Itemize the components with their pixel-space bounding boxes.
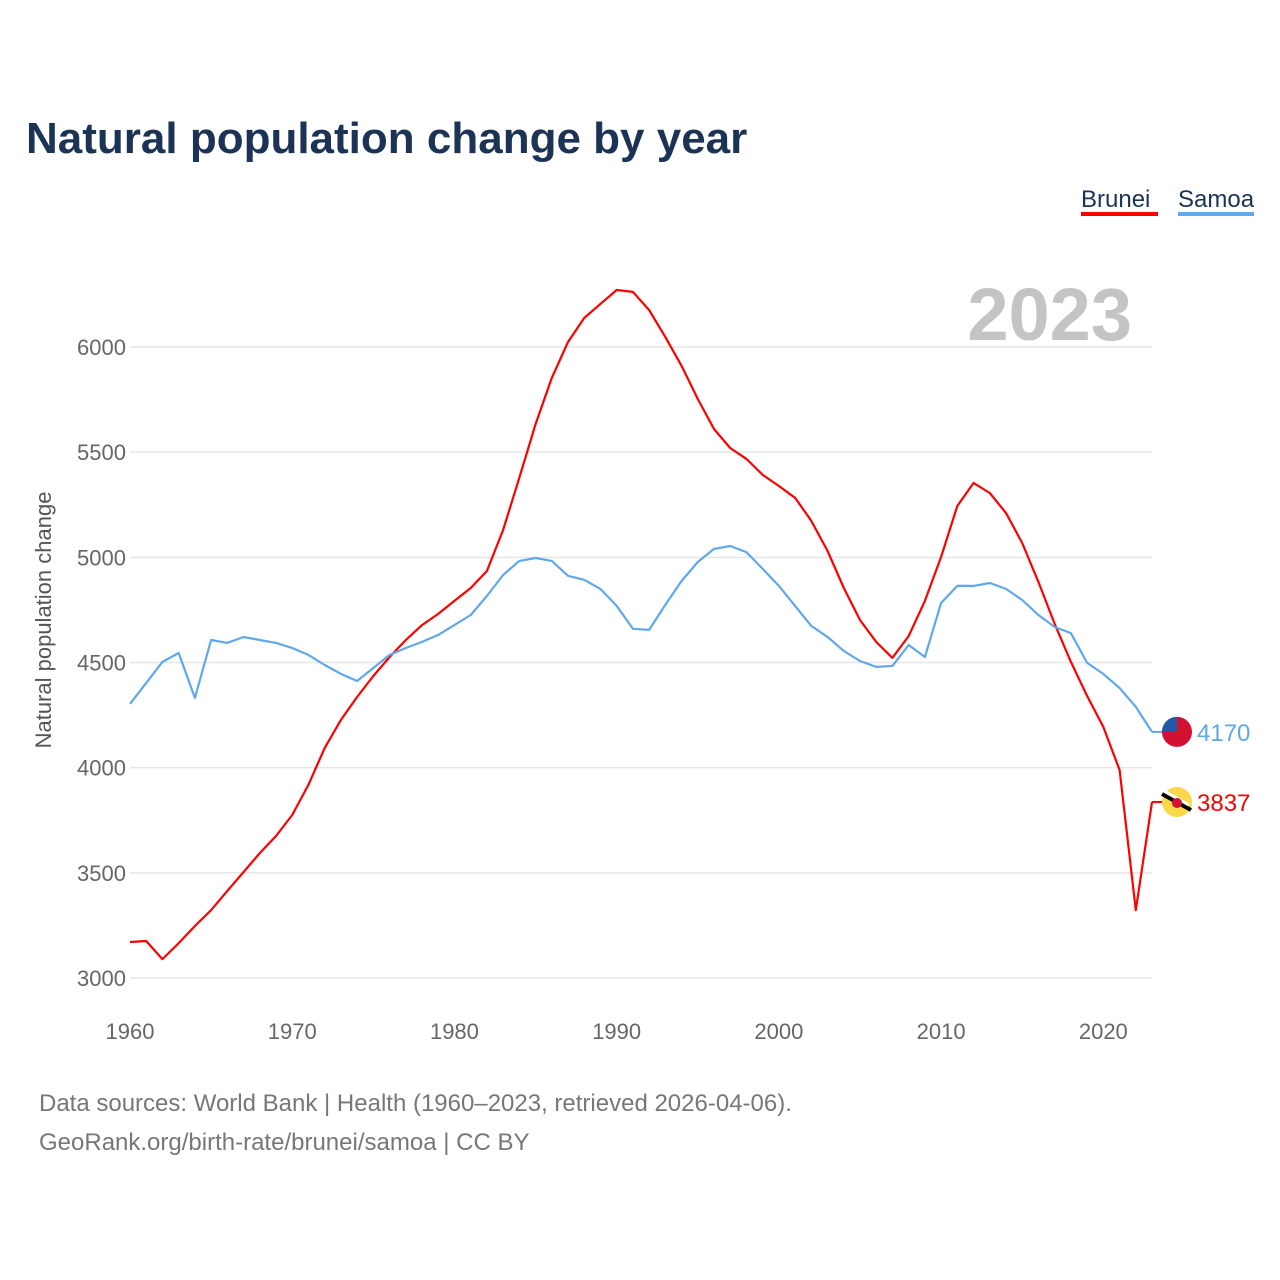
gridlines [130, 346, 1152, 979]
samoa-flag-icon [1162, 716, 1192, 747]
x-tick-label: 2010 [917, 1019, 966, 1044]
x-tick-label: 1970 [268, 1019, 317, 1044]
x-tick-label: 1960 [106, 1019, 155, 1044]
series-lines [129, 288, 1154, 961]
x-axis-ticks: 1960 1970 1980 1990 2000 2010 2020 [106, 1019, 1128, 1044]
chart-title: Natural population change by year [26, 114, 747, 163]
y-tick-label: 4000 [77, 756, 126, 781]
series-line-brunei [129, 288, 1154, 961]
y-tick-label: 4500 [77, 651, 126, 676]
x-tick-label: 2000 [754, 1019, 803, 1044]
y-tick-label: 3500 [77, 861, 126, 886]
y-tick-label: 5000 [77, 545, 126, 570]
legend-label-brunei: Brunei [1081, 186, 1150, 213]
legend-item-samoa[interactable]: Samoa [1178, 186, 1255, 216]
y-tick-label: 5500 [77, 440, 126, 465]
footer-link[interactable]: GeoRank.org/birth-rate/brunei/samoa | CC… [39, 1129, 529, 1156]
x-tick-label: 1980 [430, 1019, 479, 1044]
x-tick-label: 2020 [1079, 1019, 1128, 1044]
series-end-labels: 3837 4170 [1152, 716, 1250, 817]
legend-item-brunei[interactable]: Brunei [1081, 186, 1158, 216]
series-line-samoa [129, 544, 1153, 733]
brunei-flag-icon [1161, 786, 1192, 817]
y-tick-label: 6000 [77, 335, 126, 360]
x-tick-label: 1990 [592, 1019, 641, 1044]
end-value-samoa: 4170 [1197, 720, 1250, 747]
legend: Brunei Samoa [1081, 186, 1255, 216]
y-axis-ticks: 3000 3500 4000 4500 5000 5500 6000 [77, 335, 126, 991]
end-value-brunei: 3837 [1197, 790, 1250, 817]
legend-swatch-brunei [1081, 212, 1158, 216]
current-year-label: 2023 [967, 273, 1132, 356]
y-axis-label: Natural population change [31, 492, 56, 749]
footer-source: Data sources: World Bank | Health (1960–… [39, 1090, 792, 1117]
legend-swatch-samoa [1178, 212, 1254, 216]
y-tick-label: 3000 [77, 966, 126, 991]
legend-label-samoa: Samoa [1178, 186, 1255, 213]
